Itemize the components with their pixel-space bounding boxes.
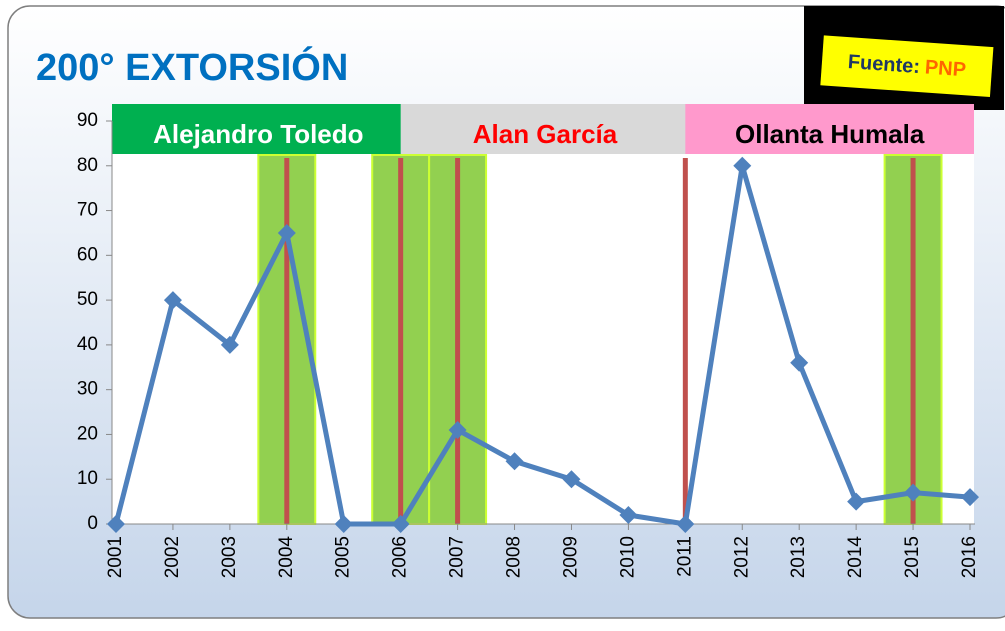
period-band bbox=[685, 104, 974, 154]
series-line bbox=[113, 163, 971, 527]
x-tick-label: 2009 bbox=[560, 536, 581, 578]
data-point bbox=[847, 492, 866, 511]
source-text: Fuente: PNP bbox=[847, 51, 967, 81]
x-tick-label: 2016 bbox=[959, 536, 980, 578]
chart-title: 200° EXTORSIÓN bbox=[36, 45, 348, 89]
data-point bbox=[107, 515, 125, 533]
period-label: Ollanta Humala bbox=[735, 119, 925, 149]
plot: Alejandro Toledo Alan García Ollanta Humal… bbox=[77, 104, 980, 578]
x-tick-label: 2001 bbox=[105, 536, 126, 578]
period-label: Alan García bbox=[473, 119, 618, 149]
plot-area bbox=[112, 121, 974, 524]
data-point bbox=[904, 483, 923, 502]
data-point bbox=[334, 515, 353, 533]
data-point bbox=[676, 515, 695, 533]
x-tick-label: 2013 bbox=[788, 536, 809, 578]
x-tick-label: 2008 bbox=[504, 536, 525, 578]
y-tick-label: 20 bbox=[77, 423, 98, 444]
y-tick-label: 60 bbox=[77, 244, 98, 265]
x-tick-label: 2010 bbox=[617, 536, 638, 578]
data-point bbox=[448, 420, 467, 439]
data-point bbox=[961, 488, 979, 507]
x-tick-label: 2006 bbox=[390, 536, 411, 578]
x-tick-label: 2005 bbox=[333, 536, 354, 578]
data-point bbox=[277, 223, 296, 242]
period-label: Alejandro Toledo bbox=[153, 119, 363, 149]
source-bg bbox=[820, 35, 994, 98]
source-badge: Fuente: PNP bbox=[820, 35, 994, 98]
data-point bbox=[163, 291, 182, 310]
y-tick-label: 70 bbox=[77, 200, 98, 221]
x-tick-label: 2004 bbox=[276, 536, 297, 579]
x-tick-label: 2014 bbox=[845, 536, 866, 579]
y-tick-label: 90 bbox=[77, 110, 98, 131]
x-tick-label: 2007 bbox=[447, 536, 468, 578]
y-tick-label: 80 bbox=[77, 155, 98, 176]
y-tick-label: 50 bbox=[77, 289, 98, 310]
data-point bbox=[790, 353, 809, 372]
x-tick-label: 2003 bbox=[219, 536, 240, 578]
period-band bbox=[112, 104, 405, 154]
data-point bbox=[505, 452, 524, 471]
period-band bbox=[400, 104, 690, 154]
source: PNP bbox=[924, 57, 967, 82]
y-tick-label: 0 bbox=[87, 513, 98, 534]
y-tick-label: 40 bbox=[77, 334, 98, 355]
data-point bbox=[220, 335, 239, 354]
x-tick-label: 2002 bbox=[162, 536, 183, 578]
source-label: Fuente: bbox=[847, 51, 921, 78]
x-tick-label: 2012 bbox=[731, 536, 752, 578]
data-point bbox=[391, 515, 410, 533]
data-point bbox=[733, 156, 752, 175]
data-point bbox=[562, 470, 581, 489]
x-tick-label: 2015 bbox=[902, 536, 923, 578]
y-tick-label: 30 bbox=[77, 379, 98, 400]
x-tick-label: 2011 bbox=[674, 536, 695, 577]
y-tick-label: 10 bbox=[77, 468, 98, 489]
data-point bbox=[619, 506, 638, 525]
